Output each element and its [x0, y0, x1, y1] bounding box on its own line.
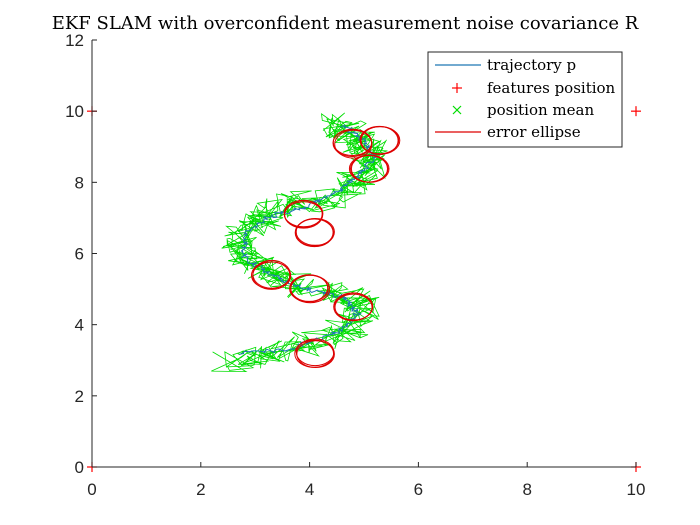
- legend-swatch-features: [452, 83, 462, 93]
- x-tick-label: 4: [305, 480, 314, 499]
- trajectory-line: [239, 124, 379, 355]
- legend-swatch-mean: [452, 105, 462, 115]
- chart-title: EKF SLAM with overconfident measurement …: [52, 13, 639, 34]
- error-ellipse: [294, 339, 335, 368]
- error-ellipse: [332, 129, 373, 157]
- legend-label-trajectory: trajectory p: [487, 56, 576, 74]
- error-ellipse: [295, 218, 335, 246]
- y-axis: 0 2 4 6 8 10 12: [65, 31, 97, 477]
- error-ellipse: [350, 154, 390, 183]
- x-tick-label: 0: [87, 480, 96, 499]
- x-tick-label: 10: [627, 480, 646, 499]
- error-ellipse: [334, 293, 373, 321]
- error-ellipse: [360, 126, 401, 155]
- legend-label-ellipse: error ellipse: [487, 123, 581, 141]
- x-tick-label: 8: [522, 480, 531, 499]
- y-tick-label: 6: [75, 245, 84, 264]
- x-tick-label: 2: [196, 480, 205, 499]
- y-tick-label: 8: [75, 173, 84, 192]
- plot-area: [87, 106, 641, 472]
- y-tick-label: 12: [65, 31, 84, 50]
- y-tick-label: 2: [75, 387, 84, 406]
- error-ellipse: [251, 261, 291, 290]
- x-tick-label: 6: [414, 480, 423, 499]
- y-tick-label: 10: [65, 102, 84, 121]
- legend-label-features: features position: [487, 79, 616, 97]
- y-tick-label: 0: [75, 458, 84, 477]
- error-ellipse: [294, 218, 335, 248]
- error-ellipse: [283, 199, 324, 228]
- x-axis: 0 2 4 6 8 10: [87, 462, 645, 499]
- feature-marker: [631, 106, 641, 117]
- legend: trajectory p features position position …: [427, 51, 623, 148]
- legend-label-mean: position mean: [487, 101, 594, 119]
- position-mean-line: [211, 112, 388, 373]
- legend-box: [427, 51, 623, 148]
- y-tick-label: 4: [75, 316, 84, 335]
- error-ellipse: [290, 274, 331, 304]
